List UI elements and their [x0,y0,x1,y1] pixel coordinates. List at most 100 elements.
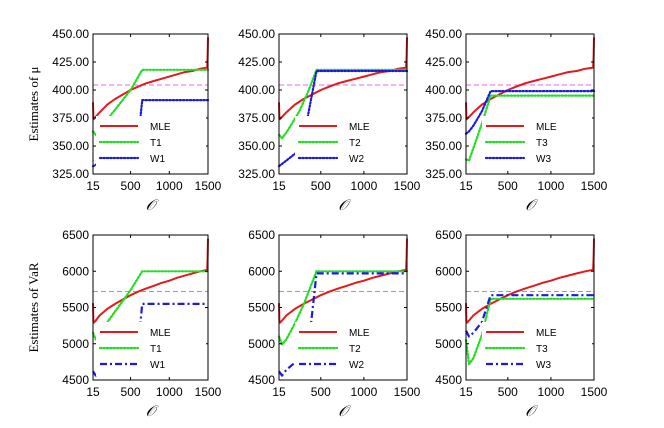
y-tick-label: 350.00 [425,139,462,153]
y-tick-label: 400.00 [52,83,89,97]
legend: MLE T3 W3 [482,322,592,376]
legend: MLE T2 W2 [295,322,405,376]
chart-panel-2: 15 500 1000 1500 325.00 350.00 375.00 400.00 425… [238,27,420,214]
y-tick-label: 400.00 [425,83,462,97]
series-line-t2 [277,68,409,140]
y-tick-label: 5500 [435,301,462,315]
y-tick-label: 375.00 [52,111,89,125]
x-tick-label: 500 [311,385,331,399]
x-tick-label: 500 [121,385,141,399]
y-tick-label: 325.00 [425,167,462,181]
y-tick-label: 325.00 [238,167,275,181]
axes-box [278,33,408,175]
x-tick-label: 1500 [195,179,222,193]
legend-label-w1: W1 [150,154,165,165]
x-axis-label: 𝒪 [525,404,538,420]
y-tick-label: 4500 [435,373,462,387]
x-tick-label: 500 [498,179,518,193]
y-tick-label: 6500 [248,228,275,242]
legend: MLE T3 W3 [482,116,592,170]
y-tick-label: 5000 [435,337,462,351]
legend-label-mle: MLE [536,122,557,133]
y-tick-label: 6000 [62,264,89,278]
legend-label-t3: T3 [536,344,548,355]
y-tick-label: 5000 [62,337,89,351]
series-line-t2 [277,270,409,346]
chart-panel-3: 15 500 1000 1500 325.00 350.00 375.00 400.00 425… [425,27,607,214]
y-axis-label: Estimates of μ [26,67,41,142]
legend-label-w2: W2 [349,154,364,165]
x-tick-label: 1000 [351,179,378,193]
x-axis-label: 𝒪 [525,198,538,214]
y-tick-label: 425.00 [52,55,89,69]
x-tick-label: 500 [121,179,141,193]
x-tick-label: 15 [459,179,473,193]
legend-label-mle: MLE [150,122,171,133]
x-tick-label: 1000 [351,385,378,399]
y-tick-label: 450.00 [425,27,462,41]
axes-box [465,33,595,175]
axes-box [92,33,209,175]
legend-label-w1: W1 [150,360,165,371]
y-tick-label: 350.00 [52,139,89,153]
x-tick-label: 1500 [581,385,608,399]
chart-panel-6: 15 500 1000 1500 4500 5000 5500 6000 6500 𝒪 MLE T3 W… [435,228,607,420]
x-tick-label: 1500 [394,179,421,193]
series-line-mle [465,37,595,121]
x-tick-label: 1500 [195,385,222,399]
y-axis-label: Estimates of VaR [26,262,41,352]
x-axis-label: 𝒪 [338,404,351,420]
x-tick-label: 15 [459,385,473,399]
legend-label-mle: MLE [150,328,171,339]
y-tick-label: 400.00 [238,83,275,97]
x-tick-label: 1500 [394,385,421,399]
x-axis-label: 𝒪 [146,198,159,214]
series-line-t1 [91,68,210,136]
series-line-t1 [91,270,210,341]
y-tick-label: 5500 [62,301,89,315]
y-tick-label: 4500 [248,373,275,387]
x-axis-label: 𝒪 [338,198,351,214]
y-tick-label: 6000 [435,264,462,278]
y-tick-label: 5500 [248,301,275,315]
x-tick-label: 1000 [538,385,565,399]
y-tick-label: 450.00 [238,27,275,41]
legend-label-mle: MLE [349,122,370,133]
legend-label-t1: T1 [150,344,162,355]
x-tick-label: 1000 [156,385,183,399]
x-tick-label: 500 [498,385,518,399]
legend-label-w3: W3 [536,360,551,371]
y-tick-label: 450.00 [52,27,89,41]
x-tick-label: 1000 [538,179,565,193]
x-tick-label: 15 [86,179,100,193]
x-tick-label: 15 [86,385,100,399]
legend-label-t3: T3 [536,138,548,149]
series-line-t3 [464,297,596,366]
y-tick-label: 6000 [248,264,275,278]
x-tick-label: 15 [272,179,286,193]
y-tick-label: 350.00 [238,139,275,153]
legend-label-mle: MLE [536,328,557,339]
x-tick-label: 1000 [156,179,183,193]
legend-label-mle: MLE [349,328,370,339]
y-tick-label: 375.00 [238,111,275,125]
chart-panel-1: 15 500 1000 1500 325.00 350.00 375.00 400.00 425… [26,27,222,214]
y-tick-label: 425.00 [238,55,275,69]
y-tick-label: 375.00 [425,111,462,125]
y-tick-label: 325.00 [52,167,89,181]
legend: MLE T1 W1 [96,116,206,170]
series-line-w1 [92,302,208,377]
series-line-w3 [464,89,596,135]
series-line-t3 [464,94,596,162]
x-tick-label: 15 [272,385,286,399]
chart-panel-4: 15 500 1000 1500 4500 5000 5500 6000 6500 𝒪 Estima… [26,228,222,420]
y-tick-label: 425.00 [425,55,462,69]
legend-label-t2: T2 [349,344,361,355]
legend-label-w2: W2 [349,360,364,371]
x-tick-label: 1500 [581,179,608,193]
legend: MLE T1 W1 [96,322,206,376]
series-line-w3 [465,294,594,338]
legend-label-t1: T1 [150,138,162,149]
legend: MLE T2 W2 [295,116,405,170]
